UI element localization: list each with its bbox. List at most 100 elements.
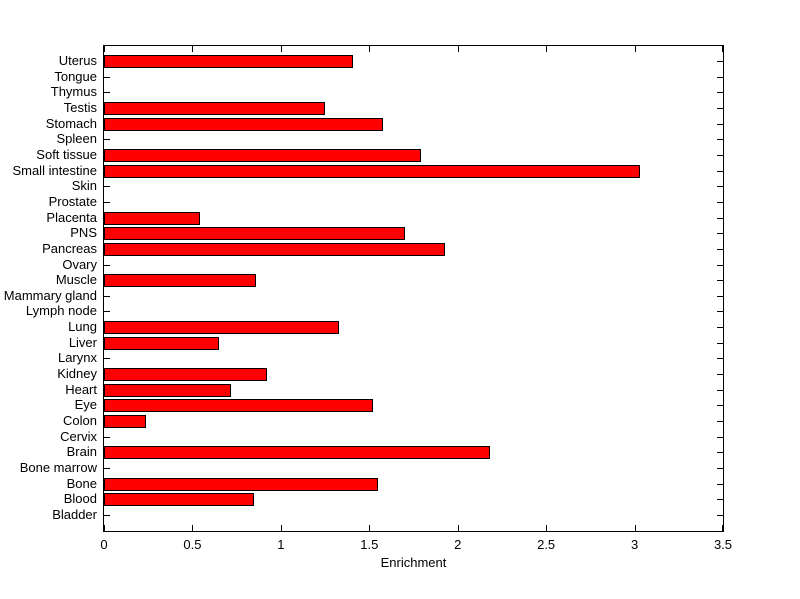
x-tick-top — [634, 46, 636, 52]
y-tick-left — [104, 467, 110, 469]
x-tick-bottom — [280, 525, 282, 531]
x-tick-label: 1.5 — [360, 537, 379, 552]
x-tick-bottom — [104, 525, 105, 531]
y-tick-label: Ovary — [62, 256, 97, 272]
bar-small-intestine — [104, 164, 640, 178]
x-tick-top — [280, 46, 282, 52]
y-tick-left — [104, 76, 110, 78]
y-tick-right — [717, 170, 723, 172]
y-tick-left — [104, 295, 110, 297]
x-tick-bottom — [634, 525, 636, 531]
y-tick-right — [717, 499, 723, 501]
y-tick-label: Prostate — [48, 193, 97, 209]
x-tick-label: 2.5 — [537, 537, 556, 552]
y-tick-label: Stomach — [45, 115, 97, 131]
y-tick-right — [717, 514, 723, 516]
y-tick-label: Colon — [63, 412, 97, 428]
y-tick-label: Soft tissue — [36, 147, 97, 163]
bar-bone — [104, 477, 379, 491]
y-tick-right — [717, 233, 723, 235]
y-tick-label: Liver — [68, 334, 97, 350]
y-tick-label: Spleen — [56, 131, 97, 147]
bar-testis — [104, 102, 326, 116]
y-tick-right — [717, 264, 723, 266]
y-tick-right — [717, 358, 723, 360]
y-tick-right — [717, 123, 723, 125]
y-tick-label: Bone — [66, 475, 97, 491]
bar-liver — [104, 336, 219, 350]
bar-blood — [104, 493, 255, 507]
y-tick-label: Mammary gland — [3, 287, 97, 303]
y-tick-right — [717, 108, 723, 110]
x-tick-bottom — [722, 525, 723, 531]
y-tick-right — [717, 311, 723, 313]
bar-eye — [104, 399, 373, 413]
y-tick-label: Eye — [74, 397, 97, 413]
bar-pancreas — [104, 242, 446, 256]
y-tick-left — [104, 436, 110, 438]
y-tick-label: Placenta — [46, 209, 97, 225]
y-tick-right — [717, 76, 723, 78]
y-tick-label: Testis — [63, 100, 97, 116]
x-axis-title: Enrichment — [380, 555, 447, 570]
bar-kidney — [104, 368, 267, 382]
y-tick-left — [104, 311, 110, 313]
y-tick-label: Skin — [71, 178, 97, 194]
x-tick-bottom — [457, 525, 459, 531]
y-tick-label: Tongue — [54, 68, 97, 84]
bar-soft-tissue — [104, 149, 421, 163]
y-tick-label: Blood — [63, 491, 97, 507]
y-tick-right — [717, 186, 723, 188]
y-tick-left — [104, 201, 110, 203]
y-tick-right — [717, 61, 723, 63]
y-tick-label: PNS — [70, 225, 97, 241]
y-tick-left — [104, 139, 110, 141]
y-tick-left — [104, 514, 110, 516]
y-tick-right — [717, 420, 723, 422]
bar-colon — [104, 414, 147, 428]
y-tick-label: Bladder — [52, 506, 97, 522]
y-tick-label: Pancreas — [42, 240, 97, 256]
x-tick-label: 0.5 — [183, 537, 202, 552]
x-tick-label: 0 — [100, 537, 108, 552]
x-tick-bottom — [192, 525, 194, 531]
y-tick-right — [717, 217, 723, 219]
x-tick-label: 1 — [277, 537, 285, 552]
y-tick-label: Heart — [65, 381, 97, 397]
y-tick-label: Bone marrow — [19, 459, 97, 475]
x-tick-bottom — [546, 525, 548, 531]
y-tick-label: Muscle — [55, 272, 97, 288]
y-tick-label: Uterus — [58, 53, 97, 69]
y-tick-right — [717, 342, 723, 344]
x-tick-top — [369, 46, 371, 52]
y-tick-right — [717, 467, 723, 469]
y-tick-label: Brain — [66, 444, 97, 460]
x-tick-label: 3 — [630, 537, 639, 552]
bar-heart — [104, 383, 232, 397]
y-tick-right — [717, 452, 723, 454]
bar-muscle — [104, 274, 257, 288]
bar-uterus — [104, 55, 354, 69]
x-tick-top — [722, 46, 723, 52]
y-tick-label: Lymph node — [25, 303, 97, 319]
y-tick-label: Lung — [68, 319, 97, 335]
y-tick-right — [717, 139, 723, 141]
y-tick-right — [717, 483, 723, 485]
x-tick-top — [192, 46, 194, 52]
plot-area — [103, 45, 724, 532]
bar-lung — [104, 321, 340, 335]
y-tick-right — [717, 280, 723, 282]
y-tick-left — [104, 358, 110, 360]
bar-placenta — [104, 211, 200, 225]
y-tick-right — [717, 327, 723, 329]
x-tick-bottom — [369, 525, 371, 531]
bar-pns — [104, 227, 405, 241]
y-tick-right — [717, 405, 723, 407]
x-tick-top — [457, 46, 459, 52]
y-tick-right — [717, 389, 723, 391]
y-tick-label: Small intestine — [12, 162, 97, 178]
bar-stomach — [104, 117, 384, 131]
y-tick-right — [717, 295, 723, 297]
y-tick-right — [717, 155, 723, 157]
